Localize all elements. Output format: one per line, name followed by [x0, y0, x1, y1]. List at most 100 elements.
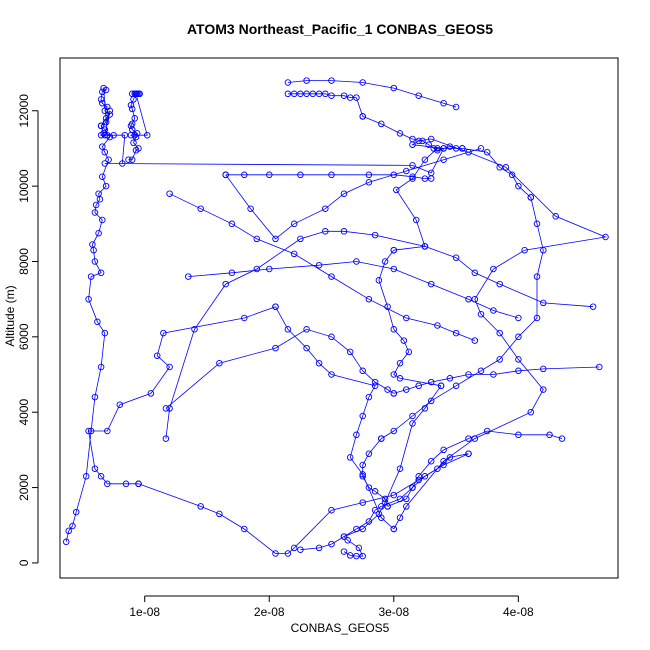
data-point — [136, 90, 143, 98]
data-point — [95, 190, 102, 197]
data-point — [483, 148, 491, 156]
data-point — [589, 303, 597, 310]
data-point — [490, 265, 497, 273]
data-point — [116, 401, 124, 408]
data-point — [552, 213, 559, 220]
data-point — [527, 408, 535, 416]
data-point — [322, 205, 329, 212]
data-point — [272, 303, 279, 310]
data-point — [452, 329, 460, 337]
data-point — [128, 120, 136, 128]
data-point — [533, 273, 541, 280]
data-point — [419, 137, 426, 145]
data-point — [147, 390, 155, 397]
data-point — [465, 371, 472, 378]
data-point — [69, 522, 76, 530]
data-point — [381, 258, 389, 265]
data-point — [290, 90, 298, 98]
data-point — [384, 503, 391, 510]
data-point — [340, 533, 348, 540]
data-point — [222, 280, 229, 288]
data-point — [390, 427, 398, 435]
data-point — [440, 156, 447, 163]
data-point — [355, 544, 363, 552]
data-point — [99, 216, 106, 224]
data-point — [284, 326, 292, 333]
data-point — [452, 103, 460, 111]
data-point — [396, 465, 404, 472]
data-point — [297, 235, 304, 243]
data-point — [346, 454, 354, 461]
data-point — [131, 115, 138, 122]
data-point — [434, 465, 441, 472]
data-point — [365, 179, 373, 186]
data-point — [104, 480, 111, 488]
data-point — [421, 473, 429, 480]
data-point — [344, 537, 351, 544]
data-point — [409, 135, 416, 143]
series-line-20 — [169, 193, 475, 341]
data-point — [471, 337, 479, 344]
data-point — [409, 412, 416, 420]
data-point — [128, 90, 136, 98]
y-tick-label: 4000 — [17, 399, 31, 426]
data-point — [272, 344, 279, 352]
data-point — [596, 363, 603, 371]
data-point — [496, 356, 503, 363]
data-point — [290, 220, 298, 228]
data-point — [99, 88, 106, 96]
data-point — [122, 480, 130, 488]
data-point — [427, 378, 435, 386]
data-point — [440, 99, 447, 107]
series-line-21 — [287, 80, 457, 108]
data-point — [403, 495, 410, 503]
data-point — [359, 499, 366, 506]
data-point — [415, 476, 422, 484]
data-point — [409, 420, 416, 427]
data-point — [359, 552, 366, 560]
data-point — [371, 506, 379, 514]
data-point — [471, 269, 479, 277]
data-point — [415, 382, 422, 390]
data-point — [403, 503, 410, 510]
data-point — [425, 141, 432, 148]
series-line-19 — [225, 148, 482, 240]
data-point — [102, 182, 110, 190]
data-point — [465, 435, 472, 442]
y-axis: 0 2000 4000 6000 8000 10000 12000 — [17, 94, 39, 566]
data-point — [99, 143, 106, 150]
data-point — [409, 173, 416, 180]
x-tick-label: 3e-08 — [378, 605, 409, 619]
data-point — [315, 90, 323, 98]
data-point — [87, 273, 95, 280]
data-point — [365, 518, 373, 525]
data-point — [104, 427, 111, 435]
series-line-10 — [393, 147, 532, 251]
data-point — [315, 261, 323, 269]
series-line-4 — [275, 306, 395, 530]
data-point — [266, 265, 273, 273]
data-point — [508, 171, 516, 179]
data-point — [446, 454, 454, 461]
data-point — [477, 367, 485, 375]
series-line-12 — [362, 438, 388, 507]
series-line-11 — [381, 197, 544, 439]
data-point — [253, 235, 261, 243]
data-point — [434, 322, 441, 329]
data-point — [427, 457, 435, 465]
series-line-13 — [387, 430, 563, 507]
data-point — [99, 99, 106, 107]
data-point — [527, 194, 535, 201]
data-point — [437, 382, 445, 390]
data-point — [353, 258, 360, 265]
data-point — [197, 205, 204, 212]
data-point — [421, 175, 429, 182]
data-point — [384, 386, 391, 393]
data-point — [371, 378, 379, 386]
data-point — [359, 113, 366, 120]
data-point — [216, 510, 223, 518]
series-line-3 — [104, 138, 607, 530]
data-point — [241, 314, 248, 322]
data-point — [133, 90, 141, 98]
data-point — [365, 393, 373, 401]
